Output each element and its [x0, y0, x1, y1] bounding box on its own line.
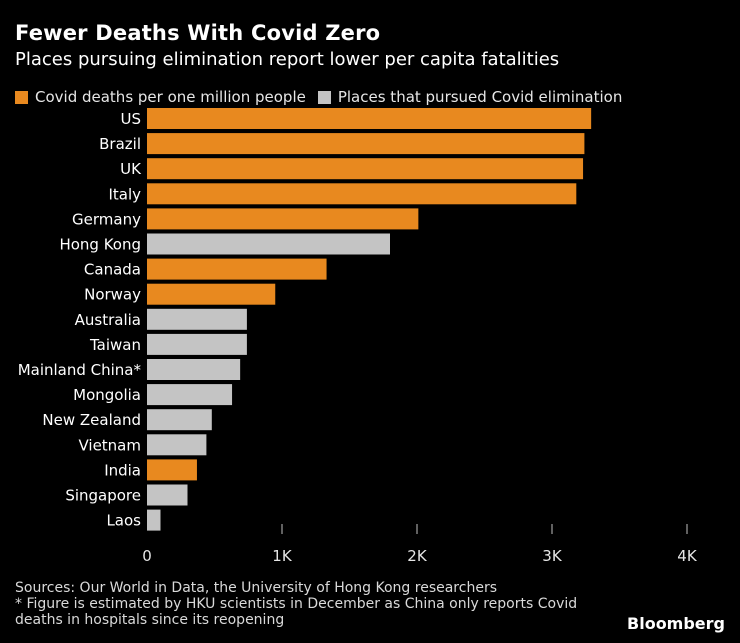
bar-laos [147, 509, 161, 531]
bar-canada [147, 258, 327, 280]
bar-germany [147, 208, 419, 230]
bar-chart: US Brazil UK Italy Germany Hong Kong Canada Nor… [18, 108, 698, 565]
category-label-uk: UK [120, 160, 142, 178]
bar-singapore [147, 484, 188, 506]
bar-taiwan [147, 333, 247, 355]
category-label-laos: Laos [106, 512, 141, 530]
bar-hong-kong [147, 233, 390, 255]
legend-label-elimination: Places that pursued Covid elimination [337, 88, 623, 106]
bar-india [147, 459, 197, 481]
legend-label-deaths: Covid deaths per one million people [35, 88, 306, 106]
bar-us [147, 108, 592, 129]
bloomberg-logo: Bloomberg [627, 614, 725, 633]
category-label-canada: Canada [84, 261, 141, 279]
bar-mongolia [147, 384, 233, 406]
bar-vietnam [147, 434, 207, 456]
category-label-india: India [104, 461, 141, 479]
bar-new-zealand [147, 409, 212, 431]
x-tick-label-2k: 2K [407, 547, 428, 565]
category-label-brazil: Brazil [99, 135, 141, 153]
bar-australia [147, 308, 247, 330]
category-label-singapore: Singapore [65, 487, 141, 505]
bar-norway [147, 283, 276, 305]
x-tick-label-4k: 4K [677, 547, 698, 565]
legend: Covid deaths per one million people Plac… [15, 88, 634, 106]
category-label-norway: Norway [84, 286, 141, 304]
category-label-germany: Germany [72, 210, 141, 228]
category-label-vietnam: Vietnam [78, 436, 141, 454]
bar-mainland-china [147, 359, 241, 380]
footnote-sources: Sources: Our World in Data, the Universi… [15, 580, 497, 596]
category-label-italy: Italy [108, 185, 141, 203]
category-label-mongolia: Mongolia [73, 386, 141, 404]
footnote: Sources: Our World in Data, the Universi… [15, 580, 615, 628]
legend-swatch-elimination [317, 90, 331, 104]
x-tick-label-1k: 1K [272, 547, 293, 565]
chart-title: Fewer Deaths With Covid Zero [15, 21, 381, 45]
x-tick-label-0: 0 [142, 547, 152, 565]
category-label-new-zealand: New Zealand [42, 411, 141, 429]
chart-subtitle: Places pursuing elimination report lower… [15, 49, 560, 70]
bar-brazil [147, 133, 585, 155]
legend-item-deaths: Covid deaths per one million people [15, 88, 306, 106]
bar-italy [147, 183, 577, 205]
bar-uk [147, 158, 584, 180]
legend-item-elimination: Places that pursued Covid elimination [317, 88, 623, 106]
x-tick-label-3k: 3K [542, 547, 563, 565]
footnote-note-line-2: deaths in hospitals since its reopening [15, 612, 285, 628]
footnote-note-line-1: * Figure is estimated by HKU scientists … [15, 596, 578, 612]
category-label-hong-kong: Hong Kong [59, 236, 141, 254]
category-label-us: US [120, 110, 141, 128]
category-label-taiwan: Taiwan [89, 336, 141, 354]
legend-swatch-deaths [15, 90, 28, 104]
category-label-australia: Australia [75, 311, 141, 329]
category-label-mainland-china: Mainland China* [18, 361, 142, 379]
